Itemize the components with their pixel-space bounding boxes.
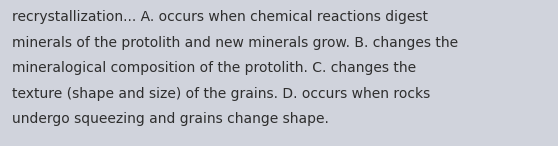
Text: texture (shape and size) of the grains. D. occurs when rocks: texture (shape and size) of the grains. … (12, 87, 431, 101)
Text: recrystallization... A. occurs when chemical reactions digest: recrystallization... A. occurs when chem… (12, 10, 429, 24)
Text: minerals of the protolith and new minerals grow. B. changes the: minerals of the protolith and new minera… (12, 36, 459, 50)
Text: undergo squeezing and grains change shape.: undergo squeezing and grains change shap… (12, 112, 329, 126)
Text: mineralogical composition of the protolith. C. changes the: mineralogical composition of the protoli… (12, 61, 416, 75)
